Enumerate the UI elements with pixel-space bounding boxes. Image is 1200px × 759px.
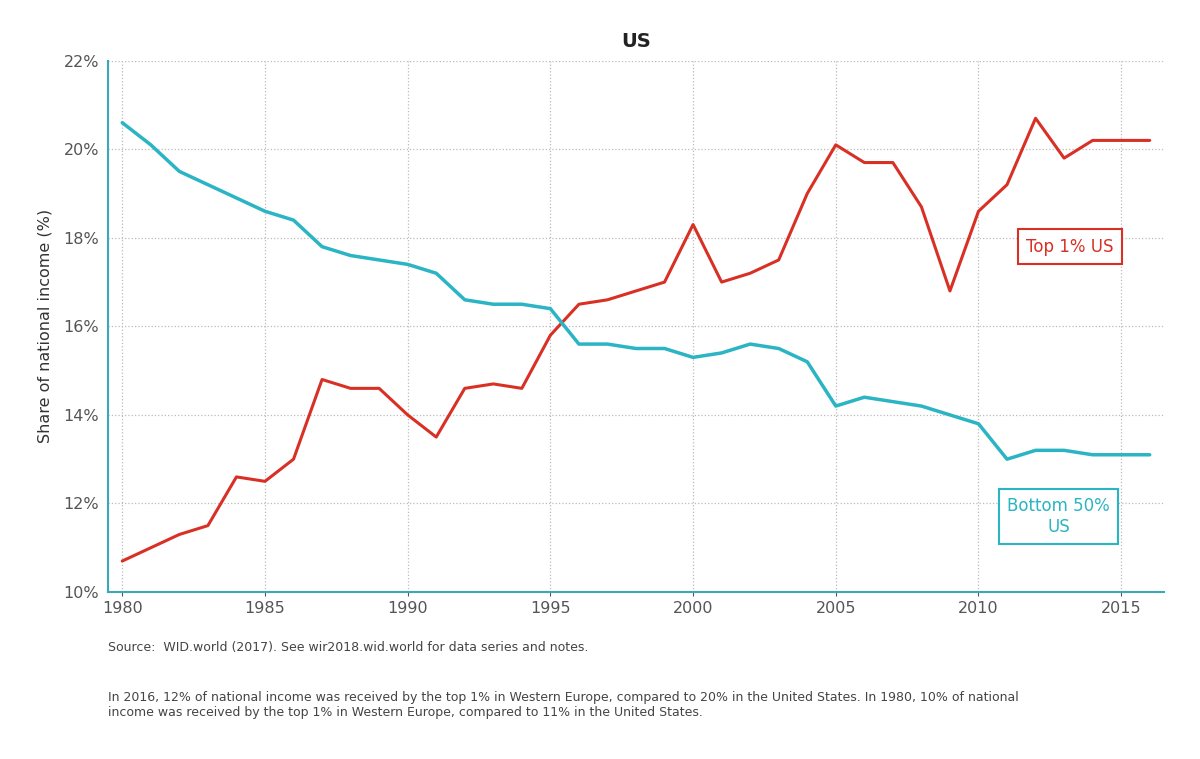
Text: Bottom 50%
US: Bottom 50% US xyxy=(1007,497,1110,536)
Text: Top 1% US: Top 1% US xyxy=(1026,238,1114,256)
Text: In 2016, 12% of national income was received by the top 1% in Western Europe, co: In 2016, 12% of national income was rece… xyxy=(108,691,1019,719)
Title: US: US xyxy=(622,32,650,51)
Text: Source:  WID.world (2017). See wir2018.wid.world for data series and notes.: Source: WID.world (2017). See wir2018.wi… xyxy=(108,641,588,654)
Y-axis label: Share of national income (%): Share of national income (%) xyxy=(37,209,52,443)
